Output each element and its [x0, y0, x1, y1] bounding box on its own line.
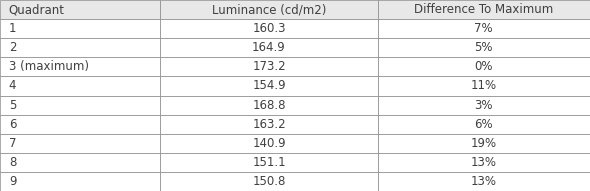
- Text: 2: 2: [9, 41, 17, 54]
- Bar: [378, 172, 590, 191]
- Bar: [0, 172, 160, 191]
- Bar: [160, 0, 378, 19]
- Bar: [378, 76, 590, 96]
- Text: 0%: 0%: [474, 60, 493, 73]
- Text: 173.2: 173.2: [253, 60, 286, 73]
- Bar: [378, 115, 590, 134]
- Bar: [378, 57, 590, 76]
- Bar: [0, 96, 160, 115]
- Bar: [378, 96, 590, 115]
- Bar: [0, 76, 160, 96]
- Text: 168.8: 168.8: [253, 99, 286, 112]
- Text: 13%: 13%: [471, 175, 497, 188]
- Text: 9: 9: [9, 175, 17, 188]
- Text: 7: 7: [9, 137, 17, 150]
- Text: Quadrant: Quadrant: [9, 3, 65, 16]
- Bar: [160, 115, 378, 134]
- Text: 154.9: 154.9: [253, 79, 286, 92]
- Bar: [160, 19, 378, 38]
- Text: 4: 4: [9, 79, 17, 92]
- Text: 1: 1: [9, 22, 17, 35]
- Bar: [160, 38, 378, 57]
- Bar: [378, 0, 590, 19]
- Text: 6: 6: [9, 118, 17, 131]
- Bar: [378, 19, 590, 38]
- Text: 8: 8: [9, 156, 17, 169]
- Text: Luminance (cd/m2): Luminance (cd/m2): [212, 3, 326, 16]
- Text: 19%: 19%: [471, 137, 497, 150]
- Text: 13%: 13%: [471, 156, 497, 169]
- Bar: [378, 38, 590, 57]
- Bar: [378, 134, 590, 153]
- Text: 151.1: 151.1: [253, 156, 286, 169]
- Bar: [160, 96, 378, 115]
- Text: 150.8: 150.8: [253, 175, 286, 188]
- Bar: [0, 134, 160, 153]
- Text: 11%: 11%: [471, 79, 497, 92]
- Text: 5: 5: [9, 99, 17, 112]
- Bar: [0, 115, 160, 134]
- Text: 5%: 5%: [474, 41, 493, 54]
- Text: 140.9: 140.9: [253, 137, 286, 150]
- Text: Difference To Maximum: Difference To Maximum: [414, 3, 553, 16]
- Bar: [160, 57, 378, 76]
- Text: 163.2: 163.2: [253, 118, 286, 131]
- Text: 6%: 6%: [474, 118, 493, 131]
- Bar: [0, 19, 160, 38]
- Bar: [160, 172, 378, 191]
- Bar: [0, 57, 160, 76]
- Bar: [160, 134, 378, 153]
- Text: 3%: 3%: [474, 99, 493, 112]
- Bar: [0, 0, 160, 19]
- Text: 7%: 7%: [474, 22, 493, 35]
- Text: 160.3: 160.3: [253, 22, 286, 35]
- Bar: [160, 153, 378, 172]
- Text: 164.9: 164.9: [252, 41, 286, 54]
- Bar: [378, 153, 590, 172]
- Bar: [160, 76, 378, 96]
- Bar: [0, 153, 160, 172]
- Bar: [0, 38, 160, 57]
- Text: 3 (maximum): 3 (maximum): [9, 60, 89, 73]
